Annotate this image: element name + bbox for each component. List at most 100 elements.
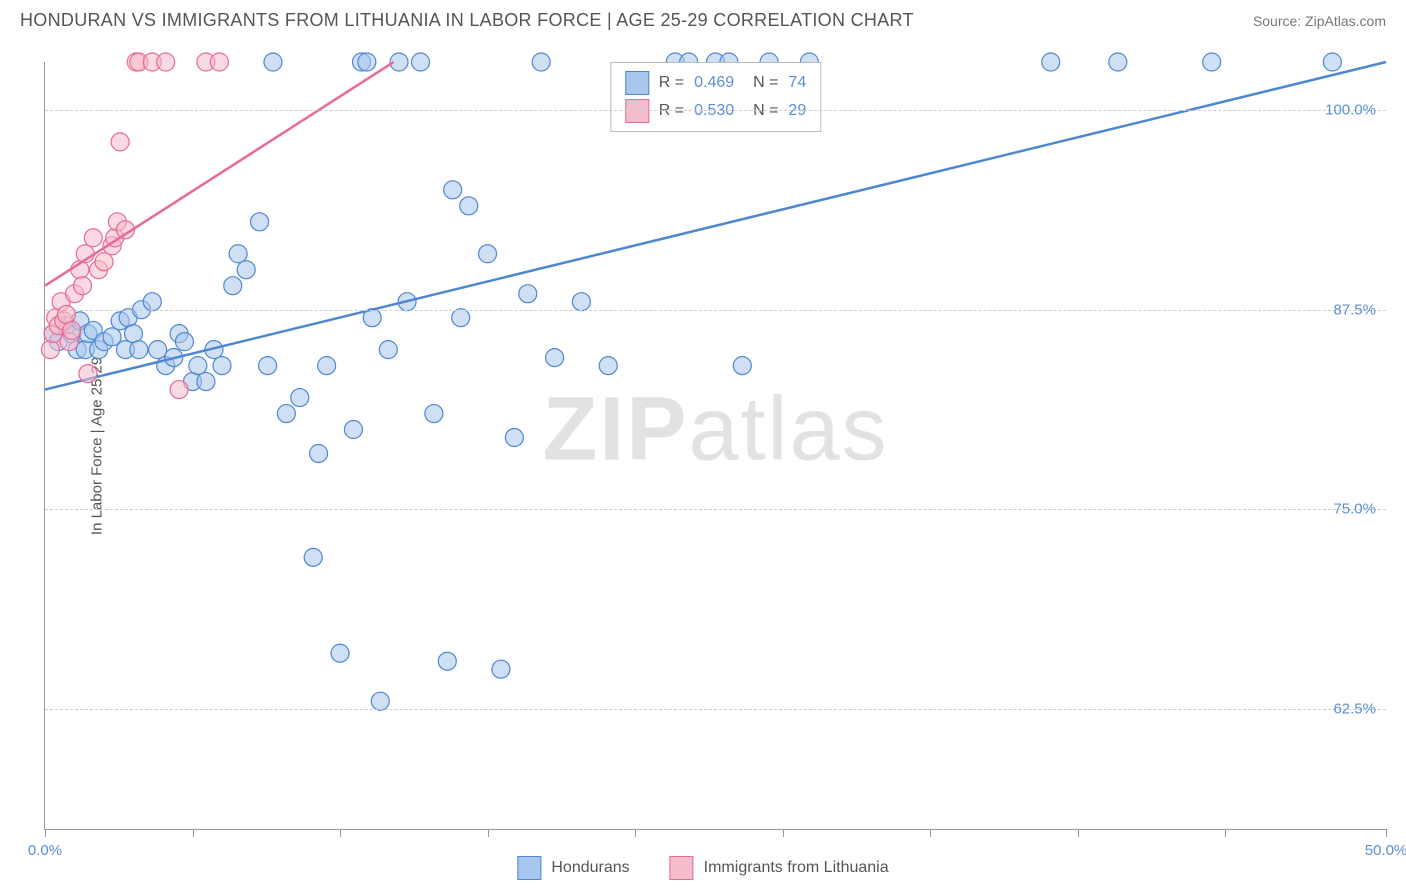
data-point xyxy=(57,305,75,323)
data-point xyxy=(304,548,322,566)
data-point xyxy=(291,389,309,407)
data-point xyxy=(84,229,102,247)
bottom-legend: Hondurans Immigrants from Lithuania xyxy=(517,856,888,880)
data-point xyxy=(277,405,295,423)
data-point xyxy=(438,652,456,670)
data-point xyxy=(264,53,282,71)
data-point xyxy=(532,53,550,71)
legend-swatch xyxy=(625,71,649,95)
legend-r-label: R = xyxy=(659,74,684,92)
legend-r-value: 0.530 xyxy=(694,102,734,120)
ytick-label: 100.0% xyxy=(1325,101,1376,118)
data-point xyxy=(41,341,59,359)
data-point xyxy=(224,277,242,295)
legend-n-label: N = xyxy=(744,74,778,92)
data-point xyxy=(1323,53,1341,71)
data-point xyxy=(125,325,143,343)
source-label: Source: ZipAtlas.com xyxy=(1253,13,1386,29)
trend-line xyxy=(45,62,394,286)
bottom-legend-item: Hondurans xyxy=(517,856,629,880)
data-point xyxy=(95,253,113,271)
ytick-label: 87.5% xyxy=(1333,301,1376,318)
data-point xyxy=(1109,53,1127,71)
data-point xyxy=(452,309,470,327)
correlation-legend: R = 0.469 N = 74 R = 0.530 N = 29 xyxy=(610,62,821,132)
xtick xyxy=(340,829,341,837)
legend-label: Immigrants from Lithuania xyxy=(704,859,889,877)
gridline xyxy=(45,110,1386,111)
legend-swatch xyxy=(517,856,541,880)
data-point xyxy=(175,333,193,351)
xtick xyxy=(45,829,46,837)
chart-title: HONDURAN VS IMMIGRANTS FROM LITHUANIA IN… xyxy=(20,10,914,31)
plot-svg xyxy=(45,62,1386,829)
data-point xyxy=(197,373,215,391)
legend-row: R = 0.469 N = 74 xyxy=(625,69,806,97)
data-point xyxy=(189,357,207,375)
legend-label: Hondurans xyxy=(551,859,629,877)
legend-swatch xyxy=(625,99,649,123)
xtick xyxy=(635,829,636,837)
data-point xyxy=(411,53,429,71)
ytick-label: 62.5% xyxy=(1333,701,1376,718)
legend-r-value: 0.469 xyxy=(694,74,734,92)
data-point xyxy=(259,357,277,375)
data-point xyxy=(170,381,188,399)
xtick xyxy=(930,829,931,837)
xtick xyxy=(1078,829,1079,837)
data-point xyxy=(344,421,362,439)
data-point xyxy=(229,245,247,263)
data-point xyxy=(519,285,537,303)
xtick xyxy=(488,829,489,837)
xtick-label: 0.0% xyxy=(28,842,62,859)
legend-n-value: 29 xyxy=(788,102,806,120)
data-point xyxy=(444,181,462,199)
data-point xyxy=(572,293,590,311)
data-point xyxy=(74,277,92,295)
data-point xyxy=(251,213,269,231)
data-point xyxy=(733,357,751,375)
data-point xyxy=(111,133,129,151)
data-point xyxy=(331,644,349,662)
title-bar: HONDURAN VS IMMIGRANTS FROM LITHUANIA IN… xyxy=(0,0,1406,39)
data-point xyxy=(1042,53,1060,71)
ytick-label: 75.0% xyxy=(1333,501,1376,518)
data-point xyxy=(237,261,255,279)
data-point xyxy=(479,245,497,263)
data-point xyxy=(318,357,336,375)
data-point xyxy=(79,365,97,383)
gridline xyxy=(45,310,1386,311)
data-point xyxy=(157,53,175,71)
data-point xyxy=(143,293,161,311)
data-point xyxy=(492,660,510,678)
data-point xyxy=(130,341,148,359)
data-point xyxy=(358,53,376,71)
data-point xyxy=(310,444,328,462)
plot-area: ZIPatlas R = 0.469 N = 74 R = 0.530 N = … xyxy=(44,62,1386,830)
data-point xyxy=(379,341,397,359)
data-point xyxy=(1203,53,1221,71)
data-point xyxy=(460,197,478,215)
legend-row: R = 0.530 N = 29 xyxy=(625,97,806,125)
xtick xyxy=(783,829,784,837)
xtick xyxy=(193,829,194,837)
xtick xyxy=(1225,829,1226,837)
data-point xyxy=(149,341,167,359)
xtick-label: 50.0% xyxy=(1365,842,1406,859)
gridline xyxy=(45,709,1386,710)
data-point xyxy=(103,328,121,346)
bottom-legend-item: Immigrants from Lithuania xyxy=(670,856,889,880)
legend-n-label: N = xyxy=(744,102,778,120)
legend-r-label: R = xyxy=(659,102,684,120)
legend-n-value: 74 xyxy=(788,74,806,92)
data-point xyxy=(213,357,231,375)
legend-swatch xyxy=(670,856,694,880)
data-point xyxy=(505,429,523,447)
xtick xyxy=(1386,829,1387,837)
data-point xyxy=(425,405,443,423)
gridline xyxy=(45,509,1386,510)
data-point xyxy=(63,321,81,339)
data-point xyxy=(210,53,228,71)
data-point xyxy=(371,692,389,710)
data-point xyxy=(546,349,564,367)
